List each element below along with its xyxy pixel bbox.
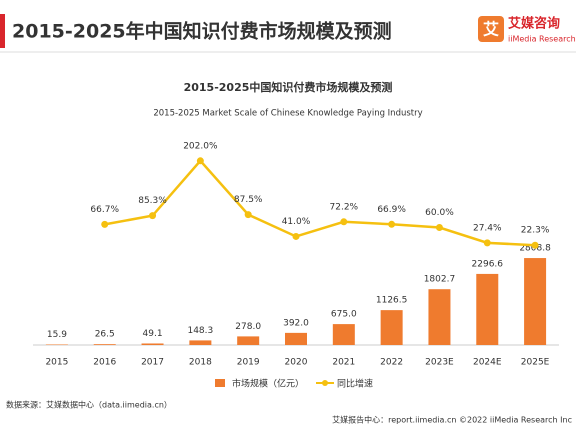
x-tick-label: 2018 (189, 358, 212, 368)
bar (380, 310, 403, 345)
x-tick-label: 2021 (332, 358, 355, 368)
bar (237, 336, 260, 345)
chart-subtitle: 2015-2025 Market Scale of Chinese Knowle… (153, 109, 422, 119)
bar-label: 49.1 (143, 329, 163, 339)
growth-point (196, 157, 204, 165)
growth-point (388, 220, 396, 228)
growth-point (531, 241, 539, 249)
legend-dot (322, 380, 328, 386)
growth-label: 27.4% (473, 223, 502, 233)
legend-label: 市场规模（亿元） (232, 378, 304, 390)
growth-point (483, 239, 491, 247)
x-tick-label: 2017 (141, 358, 164, 368)
growth-line (104, 158, 536, 247)
logo-char: 艾 (483, 20, 499, 39)
growth-label: 41.0% (282, 217, 311, 227)
title-accent (0, 14, 5, 48)
growth-label: 66.7% (90, 205, 119, 215)
source: 数据来源：艾媒数据中心（data.iimedia.cn） (6, 400, 172, 410)
bar-label: 26.5 (95, 330, 115, 340)
bar-label: 15.9 (47, 330, 67, 340)
bar (93, 344, 116, 345)
brand: 艾媒咨询 (508, 16, 560, 32)
bar (476, 273, 499, 345)
credit: 艾媒报告中心：report.iimedia.cn ©2022 iiMedia R… (332, 415, 572, 425)
growth-point (435, 224, 443, 232)
chart-title: 2015-2025中国知识付费市场规模及预测 (184, 80, 393, 94)
growth-point (149, 212, 157, 220)
page-title: 2015-2025年中国知识付费市场规模及预测 (12, 20, 392, 43)
x-tick-label: 2025E (521, 358, 550, 368)
x-tick-label: 2022 (380, 358, 403, 368)
logo-mark (478, 16, 504, 42)
growth-label: 72.2% (330, 202, 359, 212)
x-tick-label: 2020 (285, 358, 308, 368)
brand-en: iiMedia Research (508, 35, 576, 44)
bar-label: 675.0 (331, 310, 357, 320)
growth-label: 87.5% (234, 195, 263, 205)
bar (285, 332, 307, 345)
growth-label: 22.3% (521, 226, 550, 236)
bar-label: 2296.6 (472, 259, 504, 269)
bar (524, 258, 547, 345)
growth-label: 85.3% (138, 196, 167, 206)
growth-point (101, 220, 109, 228)
x-tick-label: 2024E (473, 358, 502, 368)
x-tick-label: 2023E (425, 358, 454, 368)
bar-label: 278.0 (235, 322, 261, 332)
bar-label: 1126.5 (376, 296, 408, 306)
bar-label: 1802.7 (424, 275, 456, 285)
growth-point (244, 211, 252, 219)
bar (189, 340, 212, 345)
x-tick-label: 2015 (45, 358, 68, 368)
growth-label: 60.0% (425, 208, 454, 218)
bar (332, 324, 355, 345)
growth-label: 202.0% (183, 141, 218, 151)
bar-label: 148.3 (187, 326, 213, 336)
growth-label: 66.9% (377, 205, 406, 215)
bar (141, 343, 164, 345)
growth-point (340, 218, 348, 226)
legend-swatch (215, 379, 225, 387)
x-tick-label: 2019 (237, 358, 260, 368)
legend-label: 同比增速 (337, 378, 373, 390)
growth-point (292, 232, 300, 240)
bar (428, 289, 451, 345)
x-tick-label: 2016 (93, 358, 116, 368)
bar-label: 392.0 (283, 318, 309, 328)
